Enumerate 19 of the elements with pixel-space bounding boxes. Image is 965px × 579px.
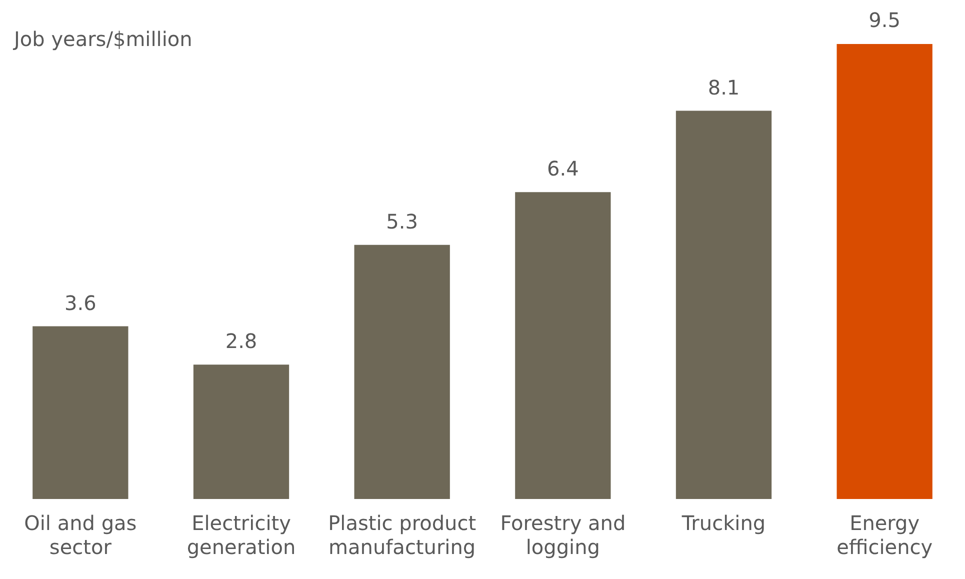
x-tick-label: Oil and gas sector: [24, 511, 137, 560]
data-label: 6.4: [547, 156, 579, 181]
bar: [836, 44, 932, 499]
bar: [193, 364, 290, 499]
x-tick-label: Electricity generation: [186, 511, 296, 560]
data-label: 9.5: [868, 8, 900, 32]
y-axis-title: Job years/$million: [12, 27, 192, 51]
data-label: 2.8: [225, 329, 258, 354]
data-label: 5.3: [386, 209, 418, 234]
x-tick-label: Energy efficiency: [836, 511, 933, 560]
x-tick-label: Plastic product manufacturing: [328, 511, 476, 560]
bar: [354, 244, 450, 499]
bar: [676, 110, 772, 499]
bar: [32, 326, 128, 499]
data-label: 8.1: [708, 75, 740, 100]
data-label: 3.6: [64, 290, 96, 315]
x-tick-label: Forestry and logging: [500, 511, 626, 560]
x-tick-label: Trucking: [680, 511, 766, 536]
bar: [515, 192, 611, 499]
